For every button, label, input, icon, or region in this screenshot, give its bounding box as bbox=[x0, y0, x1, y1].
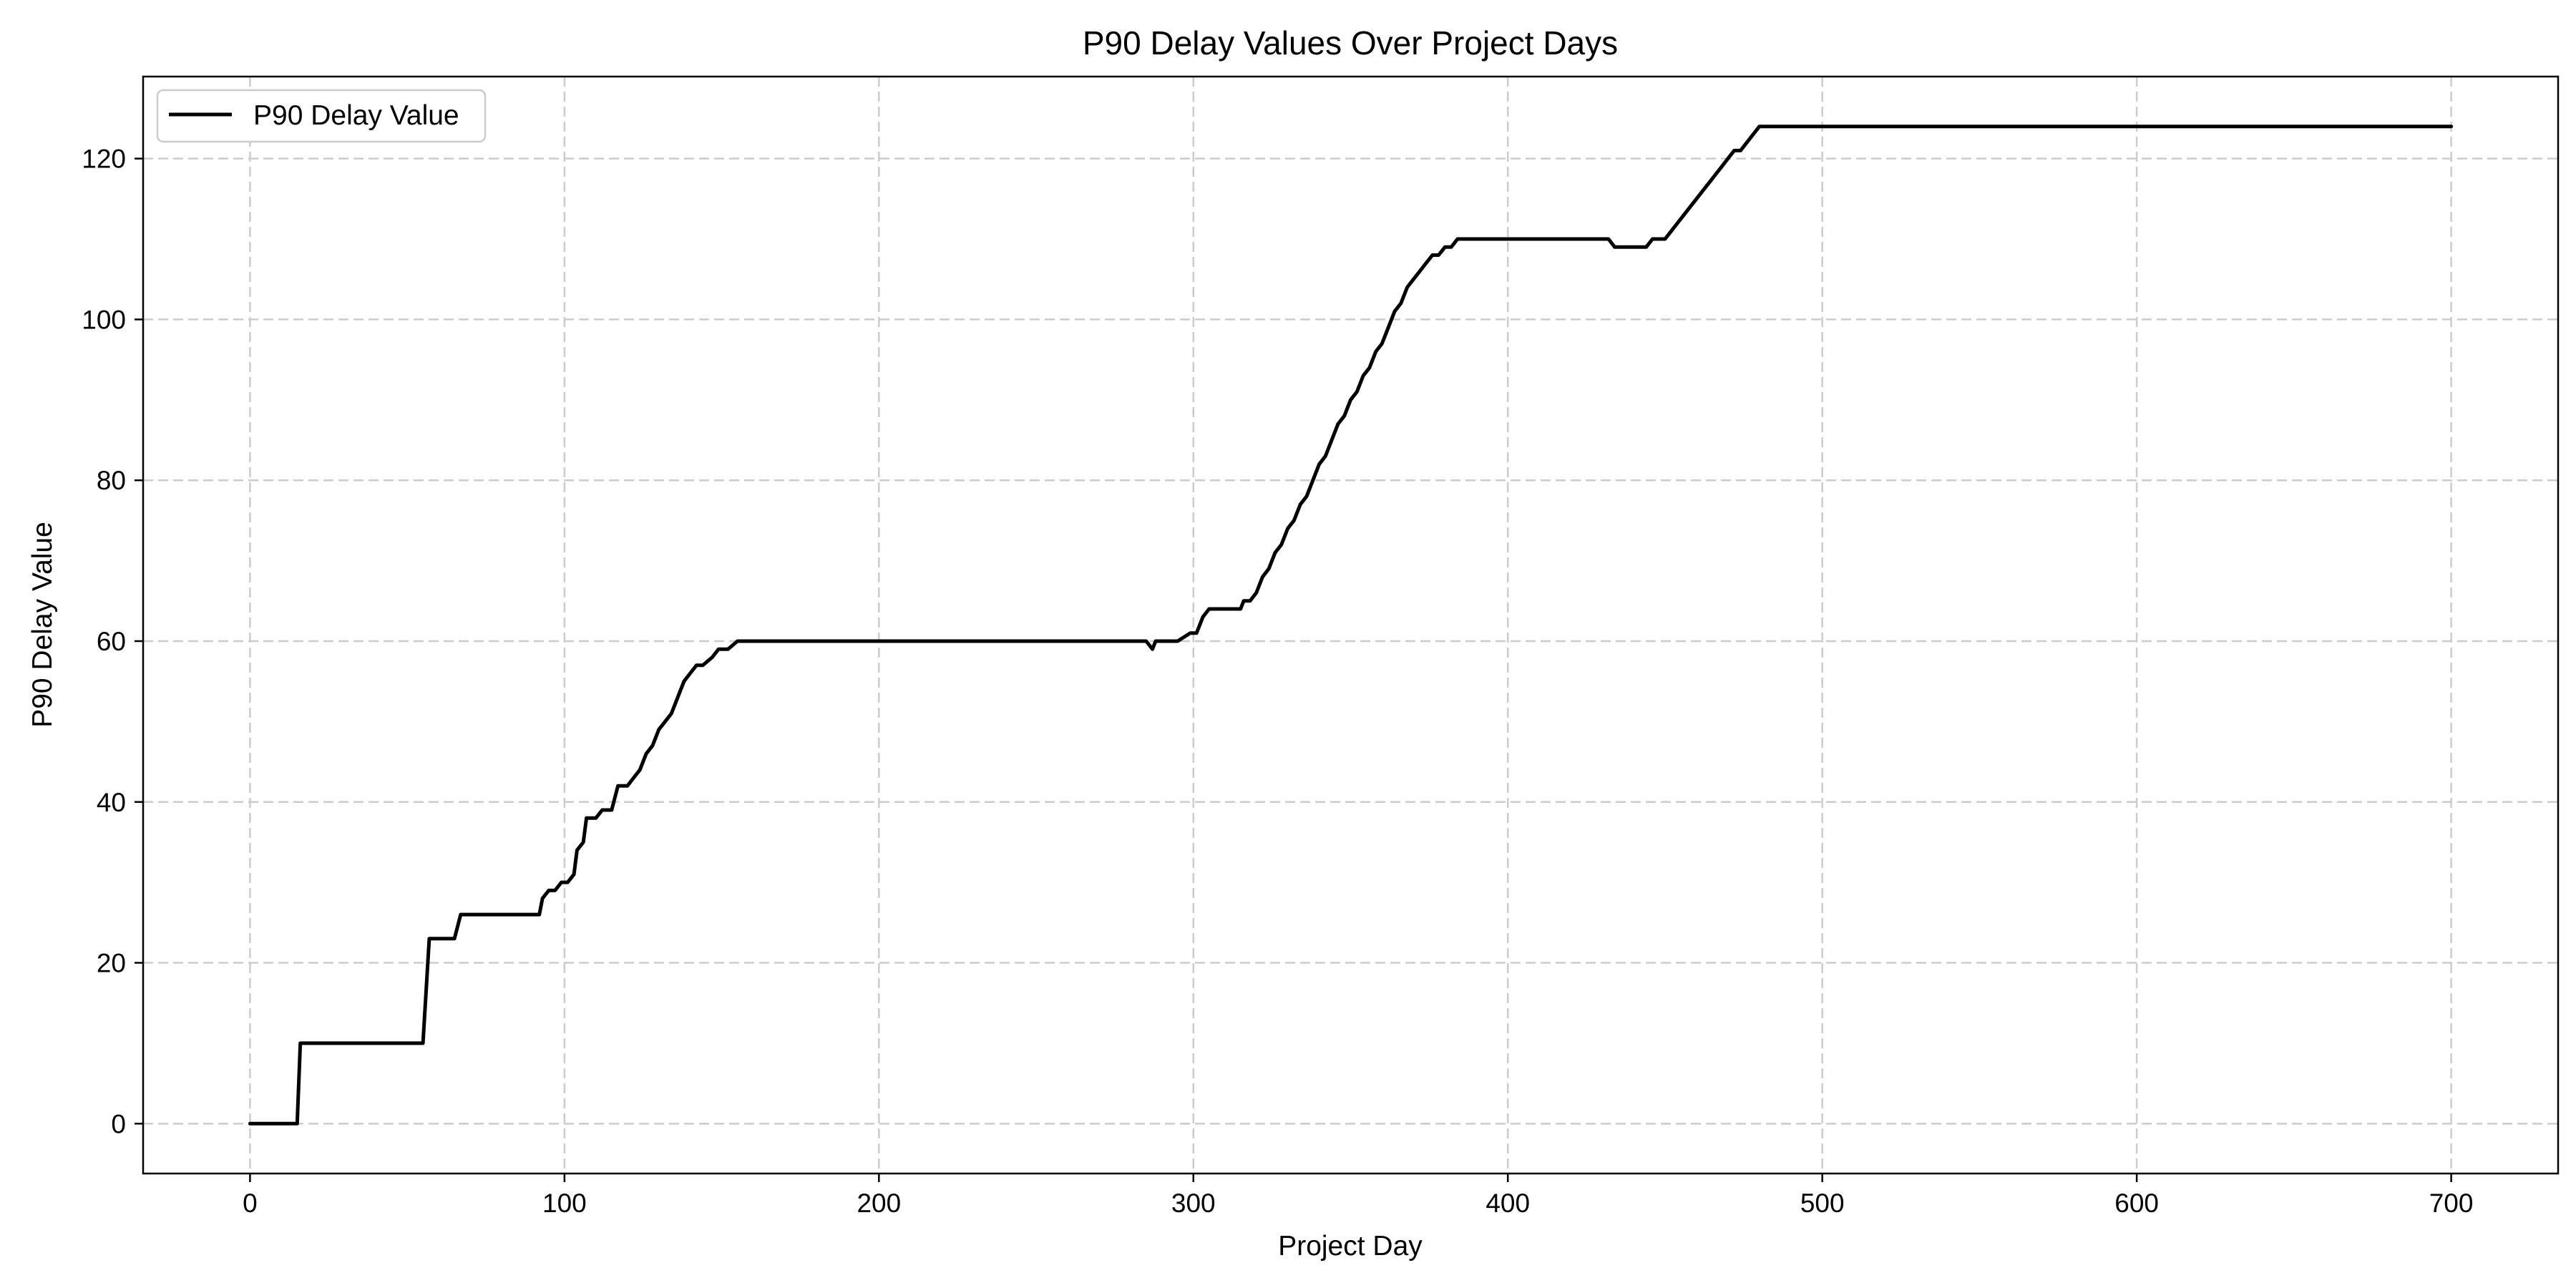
y-tick-label: 40 bbox=[97, 788, 126, 817]
x-axis: 0 100 200 300 400 500 600 700 bbox=[243, 1174, 2473, 1218]
legend: P90 Delay Value bbox=[156, 89, 487, 143]
x-tick-label: 0 bbox=[243, 1189, 258, 1218]
legend-entry-label: P90 Delay Value bbox=[253, 100, 459, 131]
y-tick-label: 120 bbox=[82, 145, 126, 174]
series-line-p90-delay bbox=[248, 125, 2454, 1126]
x-tick-label: 300 bbox=[1171, 1189, 1216, 1218]
y-tick-label: 100 bbox=[82, 305, 126, 334]
plot-frame bbox=[142, 75, 2560, 1175]
x-tick-label: 600 bbox=[2114, 1189, 2159, 1218]
x-tick-label: 400 bbox=[1485, 1189, 1530, 1218]
plot-area bbox=[248, 125, 2454, 1126]
y-tick-label: 60 bbox=[97, 627, 126, 656]
x-tick-label: 500 bbox=[1800, 1189, 1845, 1218]
legend-box bbox=[156, 89, 487, 143]
x-tick-label: 700 bbox=[2429, 1189, 2474, 1218]
y-axis-title: P90 Delay Value bbox=[27, 522, 58, 728]
y-tick-label: 20 bbox=[97, 949, 126, 978]
y-tick-label: 0 bbox=[111, 1109, 126, 1138]
chart-title: P90 Delay Values Over Project Days bbox=[1083, 24, 1618, 62]
y-axis: 0 20 40 60 80 100 120 bbox=[82, 145, 143, 1138]
x-tick-label: 100 bbox=[542, 1189, 587, 1218]
x-tick-label: 200 bbox=[857, 1189, 901, 1218]
x-axis-title: Project Day bbox=[1278, 1231, 1423, 1262]
y-tick-label: 80 bbox=[97, 466, 126, 495]
grid-lines bbox=[143, 77, 2558, 1174]
